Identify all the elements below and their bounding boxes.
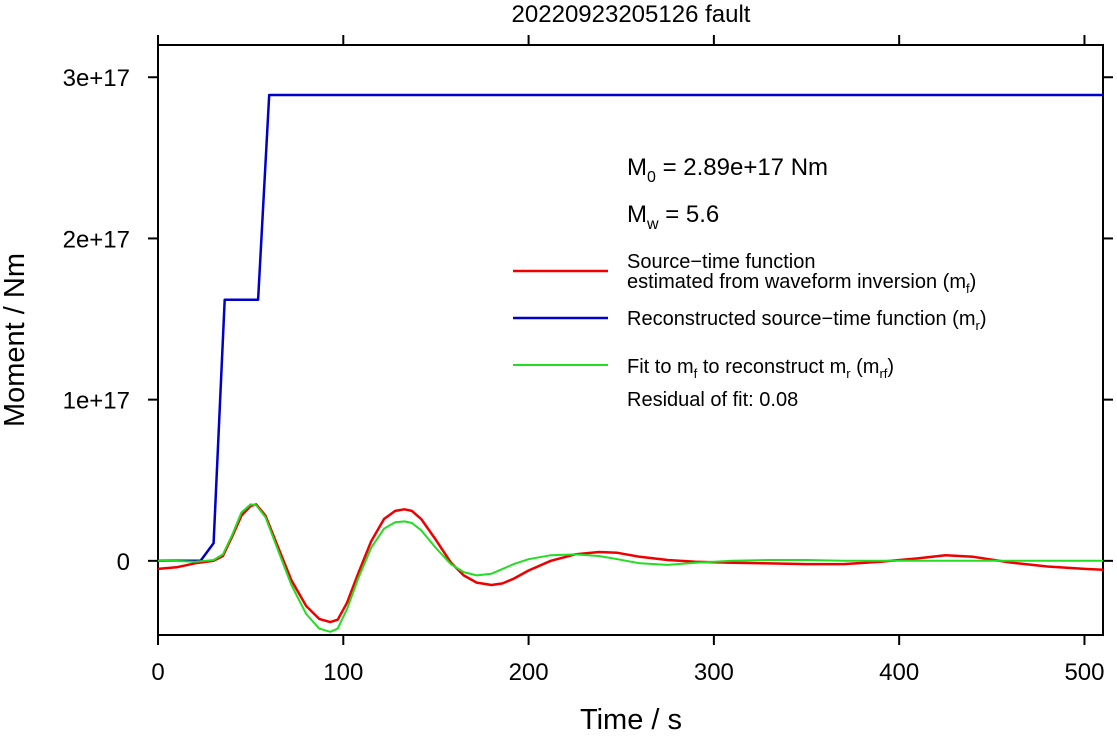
y-tick-label: 0 (117, 549, 130, 576)
series-line-source-time-function (157, 503, 1104, 624)
x-tick-label: 100 (323, 659, 363, 686)
legend-label-reconstructed: Reconstructed source−time function (mr) (627, 308, 987, 333)
y-axis-label: Moment / Nm (0, 253, 31, 427)
series-layer (157, 93, 1104, 633)
y-axis: 0 1e+17 2e+17 3e+17 (63, 65, 1113, 576)
m0-annotation: M0 = 2.89e+17 Nm (627, 154, 828, 186)
chart-title: 20220923205126 fault (512, 1, 751, 28)
residual-annotation: Residual of fit: 0.08 (627, 389, 798, 411)
x-tick-label: 200 (509, 659, 549, 686)
x-tick-label: 300 (694, 659, 734, 686)
legend-label-fit: Fit to mf to reconstruct mr (mrf) (627, 356, 894, 381)
series-line-fit (157, 503, 1103, 633)
y-tick-label: 2e+17 (63, 226, 130, 253)
legend-label-stf-line2: estimated from waveform inversion (mf) (627, 271, 976, 296)
y-tick-label: 1e+17 (63, 388, 130, 415)
x-axis: 0 100 200 300 400 500 (151, 35, 1104, 686)
mw-annotation: Mw = 5.6 (627, 201, 719, 233)
x-axis-label: Time / s (580, 704, 682, 736)
y-tick-label: 3e+17 (63, 65, 130, 92)
x-tick-label: 500 (1064, 659, 1104, 686)
x-tick-label: 400 (879, 659, 919, 686)
x-tick-label: 0 (151, 659, 164, 686)
plot-frame (157, 44, 1104, 636)
legend: Source−time function estimated from wave… (513, 251, 987, 411)
legend-label-stf-line1: Source−time function (627, 251, 815, 273)
